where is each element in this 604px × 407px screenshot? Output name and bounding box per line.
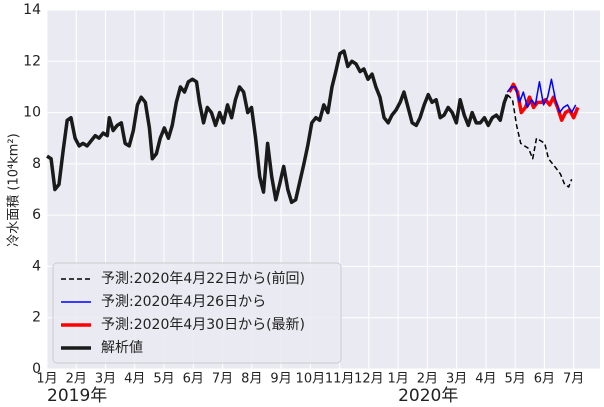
legend-label: 予測:2020年4月26日から: [101, 294, 266, 310]
series-line: [506, 78, 577, 114]
x-tick-label: 5月: [505, 372, 526, 387]
y-tick-label: 0: [32, 361, 41, 377]
y-tick-label: 2: [32, 310, 41, 326]
x-tick-label: 4月: [124, 372, 145, 387]
x-tick-label: 9月: [270, 372, 291, 387]
x-tick-label: 11月: [325, 372, 355, 387]
legend-label: 解析値: [101, 340, 143, 356]
legend: 予測:2020年4月22日から(前回) 予測:2020年4月26日から予測:202…: [52, 262, 342, 364]
x-tick-label: 3月: [446, 372, 467, 387]
series-line: [506, 94, 573, 188]
x-tick-label: 1月: [36, 372, 57, 387]
x-tick-label: 6月: [534, 372, 555, 387]
legend-box: [52, 262, 342, 364]
x-tick-label: 2月: [66, 372, 87, 387]
x-tick-label: 3月: [95, 372, 116, 387]
y-tick-label: 8: [32, 156, 41, 172]
y-tick-label: 6: [32, 207, 41, 223]
x-tick-label: 6月: [183, 372, 204, 387]
x-tick-label: 8月: [241, 372, 262, 387]
y-axis-label: 冷水面積 (10⁴km²): [7, 133, 22, 246]
year-label: 2020年: [398, 386, 458, 406]
y-tick-label: 10: [23, 105, 41, 121]
x-tick-label: 2月: [417, 372, 438, 387]
x-tick-label: 1月: [387, 372, 408, 387]
y-tick-label: 12: [23, 53, 41, 69]
x-tick-label: 7月: [212, 372, 233, 387]
series-line: [46, 49, 509, 205]
legend-label: 予測:2020年4月22日から(前回): [101, 270, 305, 287]
x-tick-label: 5月: [153, 372, 174, 387]
x-tick-label: 4月: [475, 372, 496, 387]
x-tick-label: 7月: [563, 372, 584, 387]
y-tick-label: 14: [23, 2, 41, 18]
year-label: 2019年: [47, 386, 107, 406]
x-tick-label: 12月: [354, 372, 384, 387]
legend-label: 予測:2020年4月30日から(最新): [101, 317, 305, 333]
y-tick-label: 4: [32, 258, 41, 274]
x-tick-label: 10月: [296, 372, 326, 387]
